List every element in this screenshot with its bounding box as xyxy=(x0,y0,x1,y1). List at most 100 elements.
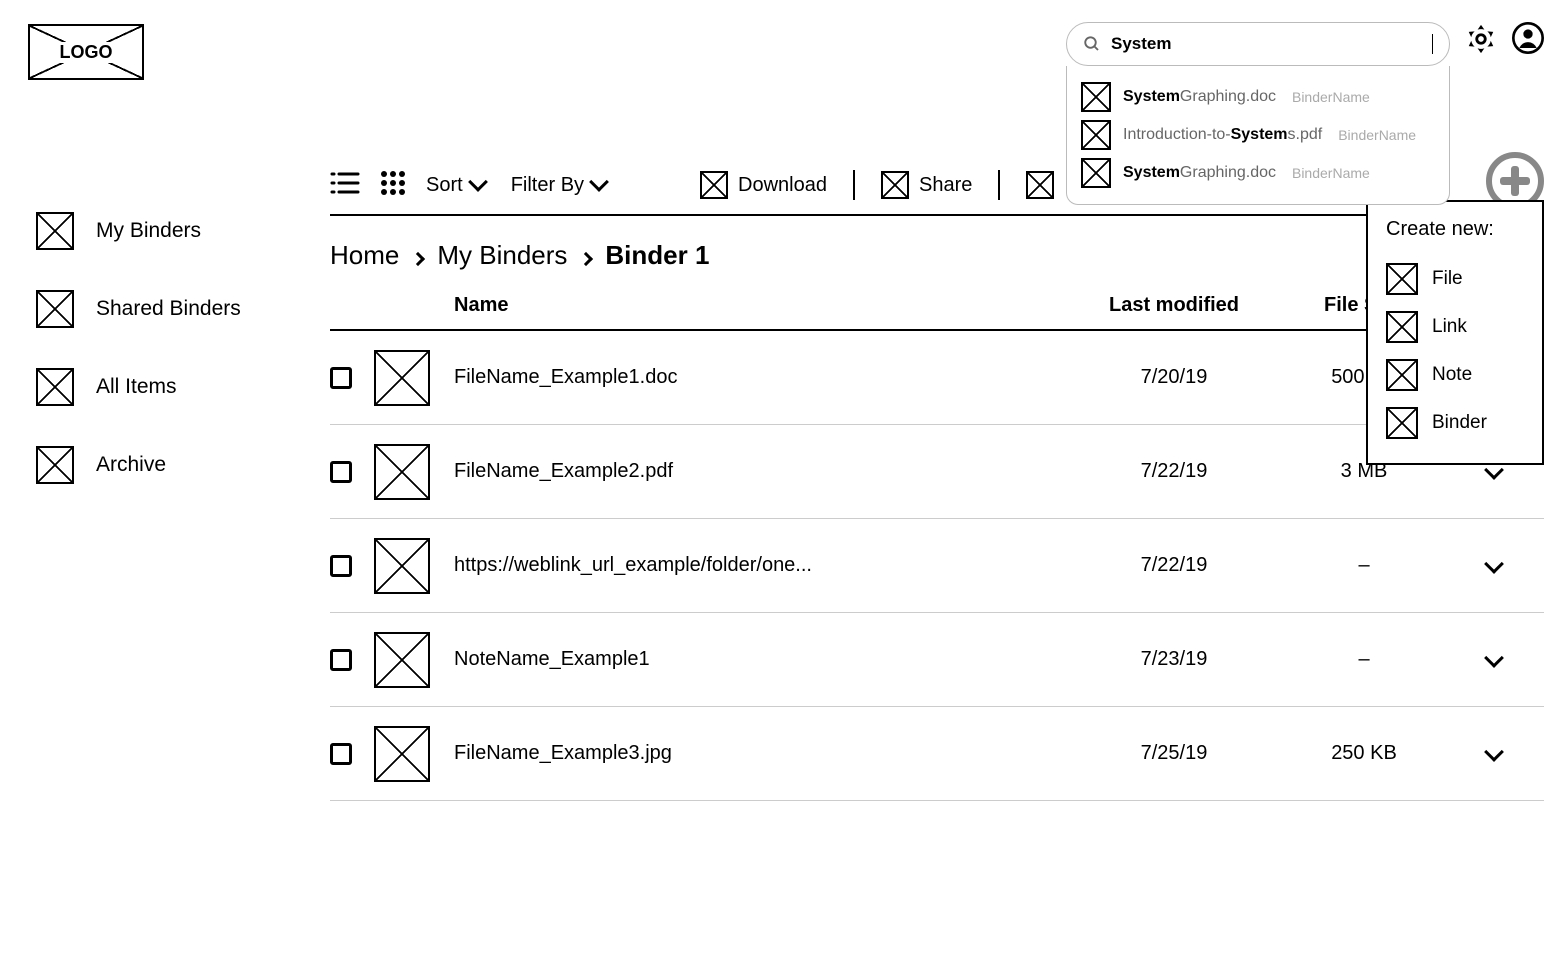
row-checkbox[interactable] xyxy=(330,461,352,483)
sort-button[interactable]: Sort xyxy=(426,174,485,197)
file-icon xyxy=(374,444,430,500)
shared-icon xyxy=(36,290,74,328)
all-items-icon xyxy=(36,368,74,406)
file-icon xyxy=(374,350,430,406)
breadcrumb-current: Binder 1 xyxy=(605,240,709,271)
download-icon xyxy=(700,171,728,199)
search-results-dropdown: SystemGraphing.doc BinderName Introducti… xyxy=(1066,66,1450,205)
filter-label: Filter By xyxy=(511,174,584,197)
download-label: Download xyxy=(738,174,827,197)
create-note[interactable]: Note xyxy=(1386,351,1524,399)
file-modified: 7/22/19 xyxy=(1064,554,1284,577)
file-name: FileName_Example2.pdf xyxy=(446,460,1064,483)
search-box[interactable] xyxy=(1066,22,1450,66)
archive-icon xyxy=(36,446,74,484)
search-container: SystemGraphing.doc BinderName Introducti… xyxy=(1066,22,1450,66)
create-binder[interactable]: Binder xyxy=(1386,399,1524,447)
table-row[interactable]: NoteName_Example1 7/23/19 – xyxy=(330,613,1544,707)
file-modified: 7/22/19 xyxy=(1064,460,1284,483)
link-icon xyxy=(1386,311,1418,343)
sidebar-item-label: My Binders xyxy=(96,219,201,243)
file-icon xyxy=(1081,82,1111,112)
sidebar: My Binders Shared Binders All Items Arch… xyxy=(36,212,241,484)
chevron-right-icon xyxy=(413,240,423,271)
chevron-down-icon xyxy=(589,172,609,192)
file-modified: 7/23/19 xyxy=(1064,648,1284,671)
column-name[interactable]: Name xyxy=(446,294,1064,317)
table-row[interactable]: FileName_Example3.jpg 7/25/19 250 KB xyxy=(330,707,1544,801)
table-row[interactable]: https://weblink_url_example/folder/one..… xyxy=(330,519,1544,613)
row-expand-icon[interactable] xyxy=(1484,554,1504,574)
create-file[interactable]: File xyxy=(1386,255,1524,303)
file-icon xyxy=(374,726,430,782)
column-modified[interactable]: Last modified xyxy=(1064,294,1284,317)
file-size: 250 KB xyxy=(1284,742,1444,765)
row-checkbox[interactable] xyxy=(330,555,352,577)
create-item-label: Note xyxy=(1432,364,1472,386)
file-size: – xyxy=(1284,554,1444,577)
sidebar-item-label: All Items xyxy=(96,375,177,399)
file-icon xyxy=(1081,120,1111,150)
binder-icon xyxy=(1386,407,1418,439)
profile-icon[interactable] xyxy=(1512,22,1544,54)
create-new-menu: Create new: File Link Note Binder xyxy=(1366,200,1544,465)
row-checkbox[interactable] xyxy=(330,649,352,671)
download-button[interactable]: Download xyxy=(700,171,827,199)
create-link[interactable]: Link xyxy=(1386,303,1524,351)
search-icon xyxy=(1083,35,1101,53)
link-icon xyxy=(374,538,430,594)
sidebar-item-shared-binders[interactable]: Shared Binders xyxy=(36,290,241,328)
sidebar-item-my-binders[interactable]: My Binders xyxy=(36,212,241,250)
sidebar-item-label: Shared Binders xyxy=(96,297,241,321)
sidebar-item-archive[interactable]: Archive xyxy=(36,446,241,484)
row-expand-icon[interactable] xyxy=(1484,742,1504,762)
table-row[interactable]: FileName_Example1.doc 7/20/19 500 KB xyxy=(330,331,1544,425)
row-checkbox[interactable] xyxy=(330,367,352,389)
file-name: NoteName_Example1 xyxy=(446,648,1064,671)
create-item-label: File xyxy=(1432,268,1463,290)
search-result-name: Introduction-to-Systems.pdf xyxy=(1123,126,1322,144)
file-icon xyxy=(1081,158,1111,188)
divider xyxy=(853,170,855,200)
share-button[interactable]: Share xyxy=(881,171,972,199)
file-modified: 7/25/19 xyxy=(1064,742,1284,765)
note-icon xyxy=(1386,359,1418,391)
search-result-name: SystemGraphing.doc xyxy=(1123,164,1276,182)
row-expand-icon[interactable] xyxy=(1484,648,1504,668)
chevron-right-icon xyxy=(581,240,591,271)
breadcrumb: Home My Binders Binder 1 xyxy=(330,240,709,271)
list-view-icon[interactable] xyxy=(330,171,360,200)
divider xyxy=(998,170,1000,200)
file-size: – xyxy=(1284,648,1444,671)
binder-icon xyxy=(36,212,74,250)
search-result-binder: BinderName xyxy=(1292,89,1370,105)
filter-button[interactable]: Filter By xyxy=(511,174,606,197)
sort-label: Sort xyxy=(426,174,463,197)
create-item-label: Binder xyxy=(1432,412,1487,434)
file-table: Name Last modified File Size FileName_Ex… xyxy=(330,294,1544,801)
table-header: Name Last modified File Size xyxy=(330,294,1544,331)
sidebar-item-all-items[interactable]: All Items xyxy=(36,368,241,406)
create-item-label: Link xyxy=(1432,316,1467,338)
file-icon xyxy=(1386,263,1418,295)
gear-icon[interactable] xyxy=(1464,22,1498,56)
search-result-name: SystemGraphing.doc xyxy=(1123,88,1276,106)
text-cursor xyxy=(1432,34,1433,54)
file-name: https://weblink_url_example/folder/one..… xyxy=(446,554,1064,577)
breadcrumb-my-binders[interactable]: My Binders xyxy=(437,240,567,271)
logo[interactable]: LOGO xyxy=(28,24,144,80)
breadcrumb-home[interactable]: Home xyxy=(330,240,399,271)
logo-text: LOGO xyxy=(56,42,117,63)
sidebar-item-label: Archive xyxy=(96,453,166,477)
row-checkbox[interactable] xyxy=(330,743,352,765)
search-result-binder: BinderName xyxy=(1338,127,1416,143)
search-result[interactable]: Introduction-to-Systems.pdf BinderName xyxy=(1067,116,1449,154)
share-label: Share xyxy=(919,174,972,197)
search-result[interactable]: SystemGraphing.doc BinderName xyxy=(1067,78,1449,116)
file-name: FileName_Example1.doc xyxy=(446,366,1064,389)
grid-view-icon[interactable] xyxy=(380,170,406,201)
table-row[interactable]: FileName_Example2.pdf 7/22/19 3 MB xyxy=(330,425,1544,519)
search-result-binder: BinderName xyxy=(1292,165,1370,181)
search-input[interactable] xyxy=(1111,34,1428,54)
search-result[interactable]: SystemGraphing.doc BinderName xyxy=(1067,154,1449,192)
